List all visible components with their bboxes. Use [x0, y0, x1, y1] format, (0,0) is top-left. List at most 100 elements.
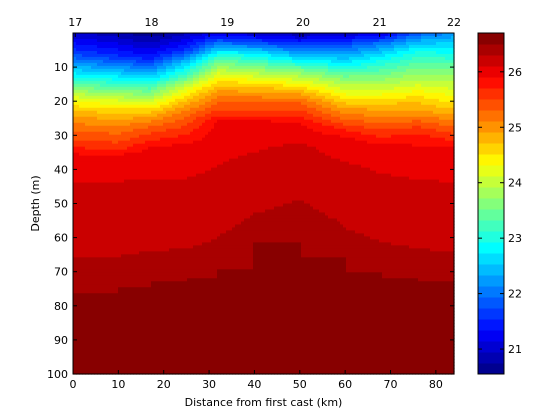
field-cell	[184, 56, 188, 61]
field-cell	[175, 179, 179, 184]
field-cell	[169, 251, 173, 255]
field-cell	[172, 200, 176, 205]
field-cell	[85, 68, 89, 73]
field-cell	[79, 224, 83, 229]
field-cell	[97, 194, 101, 199]
field-cell	[157, 137, 161, 142]
field-cell	[136, 347, 140, 351]
field-cell	[130, 50, 134, 55]
field-cell	[157, 269, 161, 273]
field-cell	[169, 53, 173, 58]
field-cell	[112, 152, 116, 157]
field-cell	[166, 167, 170, 172]
field-cell	[190, 266, 194, 270]
field-cell	[160, 158, 164, 163]
field-cell	[145, 236, 149, 240]
field-cell	[142, 281, 146, 285]
field-cell	[124, 149, 128, 154]
field-cell	[115, 248, 119, 252]
field-cell	[79, 164, 83, 169]
field-cell	[190, 269, 194, 273]
field-cell	[100, 191, 104, 196]
field-cell	[163, 92, 167, 97]
field-cell	[88, 185, 92, 190]
field-cell	[118, 89, 122, 94]
field-cell	[97, 365, 101, 369]
field-cell	[115, 218, 119, 223]
field-cell	[127, 59, 131, 64]
field-cell	[163, 299, 167, 303]
field-cell	[181, 83, 185, 88]
field-cell	[157, 245, 161, 249]
field-cell	[169, 122, 173, 127]
field-cell	[175, 344, 179, 348]
field-cell	[151, 41, 155, 46]
field-cell	[202, 59, 206, 64]
field-cell	[109, 137, 113, 142]
field-cell	[199, 287, 203, 291]
field-cell	[85, 299, 89, 303]
field-cell	[88, 179, 92, 184]
field-cell	[118, 191, 122, 196]
field-cell	[112, 260, 116, 264]
field-cell	[172, 35, 176, 40]
field-cell	[133, 338, 137, 342]
field-cell	[118, 284, 122, 288]
field-cell	[142, 227, 146, 232]
field-cell	[112, 62, 116, 67]
field-cell	[100, 173, 104, 178]
field-cell	[169, 101, 173, 106]
field-cell	[142, 242, 146, 246]
field-cell	[160, 278, 164, 282]
field-cell	[136, 146, 140, 151]
field-cell	[133, 341, 137, 345]
field-cell	[79, 314, 83, 318]
field-cell	[154, 107, 158, 112]
field-cell	[187, 185, 191, 190]
field-cell	[157, 344, 161, 348]
field-cell	[136, 44, 140, 49]
field-cell	[124, 161, 128, 166]
field-cell	[112, 224, 116, 229]
field-cell	[94, 191, 98, 196]
field-cell	[127, 125, 131, 130]
field-cell	[130, 167, 134, 172]
field-cell	[112, 263, 116, 267]
field-cell	[148, 299, 152, 303]
field-cell	[82, 134, 86, 139]
field-cell	[82, 329, 86, 333]
field-cell	[172, 356, 176, 360]
field-cell	[154, 371, 158, 375]
field-cell	[82, 353, 86, 357]
field-cell	[130, 371, 134, 375]
field-cell	[154, 296, 158, 300]
field-cell	[151, 149, 155, 154]
field-cell	[106, 80, 110, 85]
field-cell	[85, 80, 89, 85]
field-cell	[91, 149, 95, 154]
field-cell	[193, 251, 197, 255]
field-cell	[100, 371, 104, 375]
field-cell	[142, 197, 146, 202]
field-cell	[136, 179, 140, 184]
field-cell	[73, 152, 77, 157]
field-cell	[163, 197, 167, 202]
field-cell	[115, 278, 119, 282]
field-cell	[79, 122, 83, 127]
field-cell	[193, 65, 197, 70]
field-cell	[148, 83, 152, 88]
field-cell	[82, 224, 86, 229]
field-cell	[190, 89, 194, 94]
field-cell	[133, 230, 137, 235]
field-cell	[148, 215, 152, 220]
field-cell	[124, 158, 128, 163]
field-cell	[196, 107, 200, 112]
field-cell	[184, 71, 188, 76]
field-cell	[85, 146, 89, 151]
field-cell	[154, 89, 158, 94]
field-cell	[82, 281, 86, 285]
field-cell	[181, 200, 185, 205]
field-cell	[121, 128, 125, 133]
field-cell	[85, 290, 89, 294]
field-cell	[163, 155, 167, 160]
